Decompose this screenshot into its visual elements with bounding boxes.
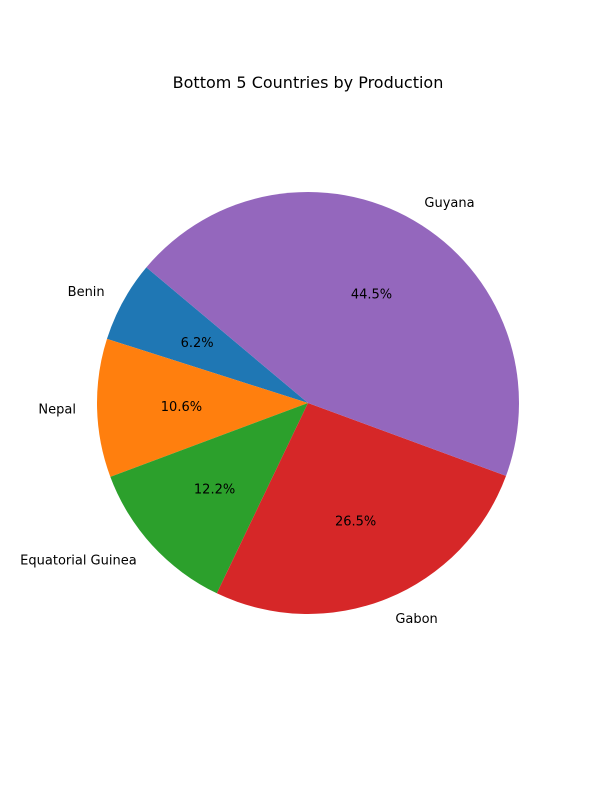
percent-label: 6.2% [181, 336, 214, 351]
percent-label: 26.5% [335, 514, 376, 529]
category-label: Gabon [395, 612, 438, 627]
pie-slice-nepal [96, 338, 308, 477]
chart-title: Bottom 5 Countries by Production [173, 73, 444, 92]
pie-slice-gabon [216, 403, 507, 614]
pie-slice-benin [106, 267, 308, 403]
pie-slices [96, 191, 520, 614]
category-label: Nepal [38, 403, 76, 418]
category-label: Equatorial Guinea [20, 554, 137, 569]
percent-label: 10.6% [161, 400, 202, 415]
percent-label: 44.5% [351, 287, 392, 302]
category-label: Benin [68, 285, 105, 300]
pie-slice-equatorial-guinea [110, 403, 308, 594]
category-label: Guyana [424, 196, 474, 211]
pie-labels: Benin 6.2% Nepal 10.6% Equatorial Guinea 12.2… [20, 196, 474, 627]
percent-label: 12.2% [194, 482, 235, 497]
pie-slice-guyana [146, 191, 520, 476]
